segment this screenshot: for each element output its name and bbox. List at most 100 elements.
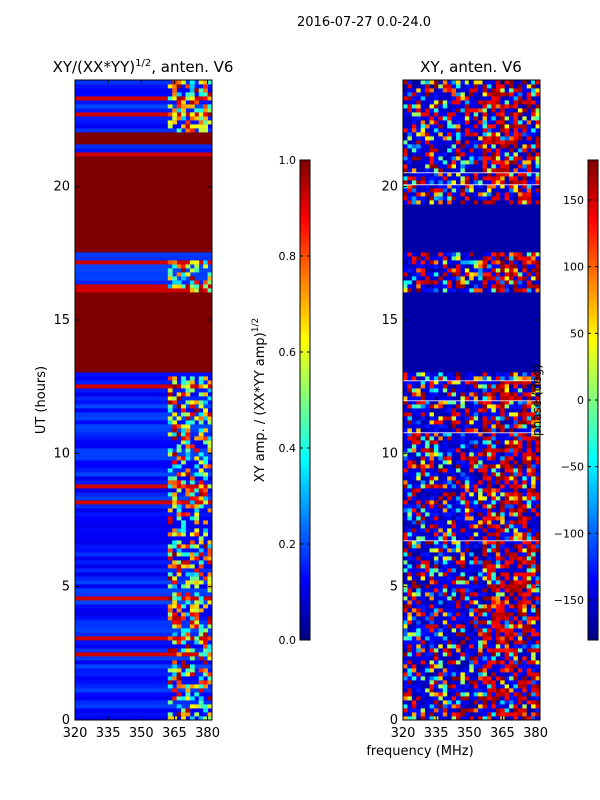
left-panel-cell xyxy=(75,396,212,401)
right-panel-cell xyxy=(535,644,540,649)
right-panel-cell xyxy=(425,532,430,537)
right-panel-cell xyxy=(416,268,422,273)
left-panel-cell xyxy=(181,664,186,669)
right-panel-cell xyxy=(442,504,448,509)
right-panel-cell xyxy=(447,600,453,605)
right-panel-cell xyxy=(486,164,492,169)
right-panel-cell xyxy=(451,88,457,93)
right-panel-cell xyxy=(442,436,448,441)
left-panel-cell xyxy=(75,320,212,325)
right-panel-cell xyxy=(531,592,536,597)
right-panel-cell xyxy=(420,288,426,293)
right-panel-xtick-label: 380 xyxy=(523,726,548,741)
right-panel-cell xyxy=(504,416,510,421)
left-panel-cell xyxy=(172,664,178,669)
right-panel-cell xyxy=(451,160,457,165)
right-panel-cell xyxy=(456,492,461,497)
right-panel-cell xyxy=(464,468,470,473)
right-panel-cell xyxy=(403,132,408,137)
right-panel-cell xyxy=(522,468,528,473)
right-panel-cell xyxy=(526,416,532,421)
right-panel-cell xyxy=(473,544,479,549)
right-panel-cell xyxy=(429,200,435,205)
right-panel-cell xyxy=(491,432,497,437)
right-panel-cell xyxy=(425,704,430,709)
right-panel-cell xyxy=(495,544,501,549)
right-panel-cell xyxy=(473,600,479,605)
right-panel-cell xyxy=(420,132,426,137)
right-panel-cell xyxy=(513,568,519,573)
right-panel-cell xyxy=(517,584,523,589)
right-panel-cell xyxy=(504,188,510,193)
right-panel-cell xyxy=(460,120,466,125)
right-panel-cell xyxy=(509,672,514,677)
right-panel-cell xyxy=(504,440,510,445)
right-panel-cell xyxy=(473,428,479,433)
right-panel-cell xyxy=(420,508,426,513)
right-panel-cell xyxy=(522,272,528,277)
right-panel-cell xyxy=(460,492,466,497)
right-panel-cell xyxy=(447,468,453,473)
right-panel-cell xyxy=(517,608,523,613)
right-panel-cell xyxy=(429,136,435,141)
right-panel-cell xyxy=(442,188,448,193)
right-panel-cell xyxy=(509,432,514,437)
right-panel-cell xyxy=(420,280,426,285)
right-panel-cell xyxy=(513,180,519,185)
right-panel-cell xyxy=(504,592,510,597)
left-panel-cell xyxy=(181,124,186,129)
right-panel-cell xyxy=(429,576,435,581)
right-panel-cell xyxy=(522,620,528,625)
right-panel-cell xyxy=(433,276,439,281)
right-panel-cell xyxy=(482,104,488,109)
right-panel-cell xyxy=(495,604,501,609)
right-panel-cell xyxy=(420,564,426,569)
right-panel-cell xyxy=(517,496,523,501)
right-panel-cell xyxy=(522,484,528,489)
right-panel-cell xyxy=(500,568,506,573)
right-panel-cell xyxy=(522,444,528,449)
right-panel-cell xyxy=(495,664,501,669)
right-panel-cell xyxy=(407,672,413,677)
right-panel-cell xyxy=(420,88,426,93)
right-panel-cell xyxy=(433,656,439,661)
right-panel-cell xyxy=(420,128,426,133)
right-panel-cell xyxy=(464,496,470,501)
right-panel-cell xyxy=(464,712,470,717)
right-panel-cell xyxy=(464,544,470,549)
right-panel-cell xyxy=(425,276,430,281)
right-panel-cell xyxy=(522,456,528,461)
left-panel-cell xyxy=(176,620,182,625)
left-panel-cell xyxy=(167,284,173,289)
right-panel-cell xyxy=(531,460,536,465)
right-panel-cell xyxy=(526,156,532,161)
right-panel-cell xyxy=(433,660,439,665)
left-panel-cell xyxy=(203,436,208,441)
left-panel-cell xyxy=(203,604,208,609)
right-panel-cell xyxy=(526,400,532,405)
right-panel-cell xyxy=(425,452,430,457)
right-panel-cell xyxy=(469,156,475,161)
right-panel-cell xyxy=(425,156,430,161)
right-panel-cell xyxy=(495,552,501,557)
right-panel-cell xyxy=(411,136,417,141)
right-panel-cell xyxy=(469,680,475,685)
right-panel-cell xyxy=(407,272,413,277)
right-colorbar-tick-label: −150 xyxy=(554,594,584,607)
right-panel-cell xyxy=(509,420,514,425)
right-panel-cell xyxy=(425,472,430,477)
right-panel-cell xyxy=(491,196,497,201)
right-panel-cell xyxy=(429,412,435,417)
right-panel-cell xyxy=(478,628,483,633)
right-panel-cell xyxy=(517,500,523,505)
right-panel-cell xyxy=(509,640,514,645)
right-panel-cell xyxy=(495,448,501,453)
right-panel-cell xyxy=(438,624,444,629)
right-panel-cell xyxy=(451,628,457,633)
right-panel-cell xyxy=(500,520,506,525)
left-panel-cell xyxy=(198,540,204,545)
right-panel-cell xyxy=(478,148,483,153)
right-panel-cell xyxy=(522,416,528,421)
right-panel-cell xyxy=(438,400,444,405)
right-panel-cell xyxy=(456,384,461,389)
